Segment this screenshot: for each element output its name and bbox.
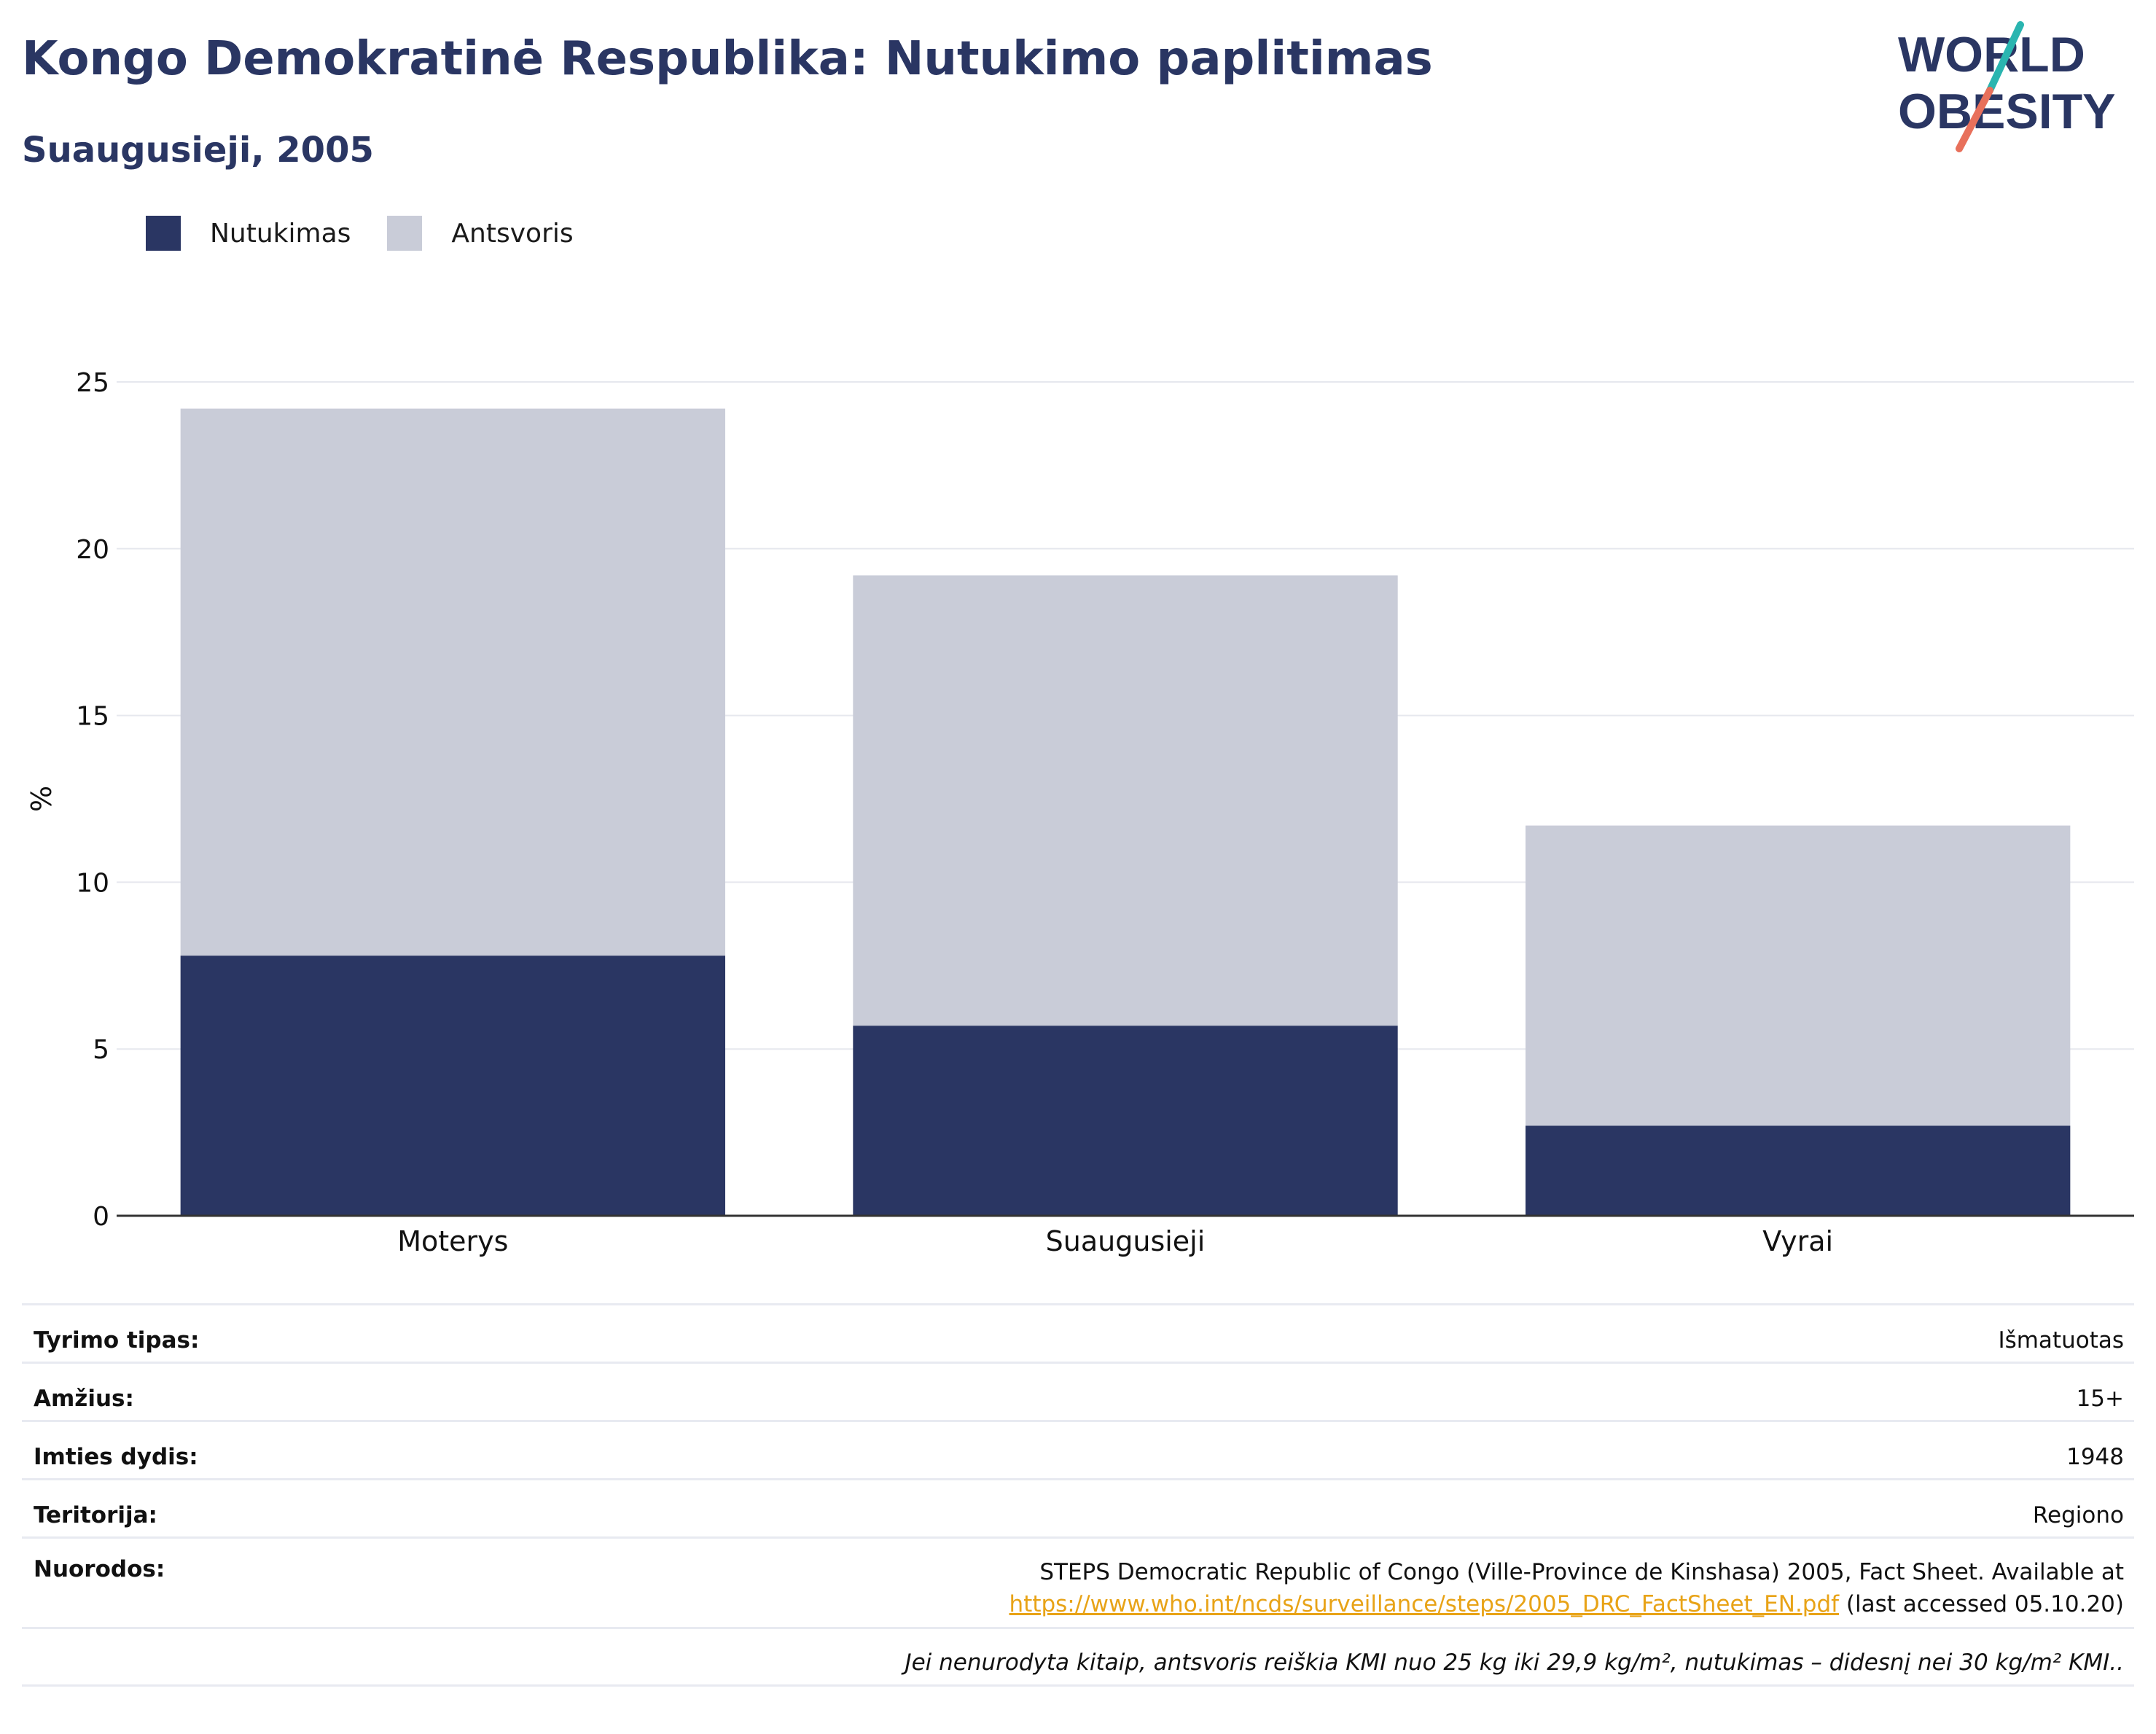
logo-word-1: WORLD xyxy=(1898,27,2085,82)
x-tick-label: Moterys xyxy=(397,1225,508,1257)
x-tick-label: Vyrai xyxy=(1762,1225,1833,1257)
info-row-references: Nuorodos: STEPS Democratic Republic of C… xyxy=(22,1536,2134,1627)
info-row-sample-size: Imties dydis: 1948 xyxy=(22,1420,2134,1478)
legend-swatch-overweight xyxy=(387,216,423,251)
legend-swatch-obesity xyxy=(146,216,181,251)
info-row-age: Amžius: 15+ xyxy=(22,1362,2134,1420)
y-axis-title: % xyxy=(26,786,58,812)
y-tick-label: 25 xyxy=(76,368,109,398)
bar-overweight xyxy=(853,575,1398,1026)
bar-obesity xyxy=(180,956,726,1216)
world-obesity-logo: WORLD OBESITY xyxy=(1898,21,2116,152)
legend-item-overweight: Antsvoris xyxy=(387,216,574,251)
logo-word-2: OBESITY xyxy=(1898,84,2116,139)
bar-obesity xyxy=(1525,1125,2071,1216)
y-tick-label: 15 xyxy=(76,702,109,732)
chart-legend: Nutukimas Antsvoris xyxy=(146,216,610,251)
info-value: 1948 xyxy=(2066,1444,2124,1470)
bar-obesity xyxy=(853,1026,1398,1216)
info-row-footnote: Jei nenurodyta kitaip, antsvoris reiškia… xyxy=(22,1627,2134,1687)
y-tick-label: 5 xyxy=(93,1035,109,1065)
info-label: Amžius: xyxy=(34,1386,134,1412)
bar-overweight xyxy=(180,408,726,956)
y-tick-label: 20 xyxy=(76,535,109,565)
info-label: Tyrimo tipas: xyxy=(34,1327,200,1354)
reference-suffix: (last accessed 05.10.20) xyxy=(1839,1591,2124,1617)
page-subtitle: Suaugusieji, 2005 xyxy=(22,130,374,171)
info-row-survey-type: Tyrimo tipas: Išmatuotas xyxy=(22,1303,2134,1362)
info-row-territory: Teritorija: Regiono xyxy=(22,1478,2134,1536)
info-value: STEPS Democratic Republic of Congo (Vill… xyxy=(1009,1556,2134,1620)
info-value: Išmatuotas xyxy=(1998,1327,2124,1354)
info-label: Imties dydis: xyxy=(34,1444,198,1470)
page-title: Kongo Demokratinė Respublika: Nutukimo p… xyxy=(22,32,1433,86)
reference-link[interactable]: https://www.who.int/ncds/surveillance/st… xyxy=(1009,1591,1840,1617)
legend-label-obesity: Nutukimas xyxy=(210,218,351,249)
info-table: Tyrimo tipas: Išmatuotas Amžius: 15+ Imt… xyxy=(22,1303,2134,1687)
legend-item-obesity: Nutukimas xyxy=(146,216,351,251)
y-tick-label: 10 xyxy=(76,868,109,898)
info-value: Regiono xyxy=(2032,1502,2124,1528)
reference-text: STEPS Democratic Republic of Congo (Vill… xyxy=(1039,1559,2124,1585)
info-value: 15+ xyxy=(2076,1386,2124,1412)
bar-overweight xyxy=(1525,825,2071,1126)
legend-label-overweight: Antsvoris xyxy=(451,218,574,249)
info-label: Nuorodos: xyxy=(34,1556,165,1582)
stacked-bar-chart: 0 5 10 15 20 25% Moterys Suaugusieji Vyrai xyxy=(26,368,2134,1257)
y-tick-label: 0 xyxy=(93,1202,109,1232)
logo-slash-teal xyxy=(1986,21,2024,94)
footnote-text: Jei nenurodyta kitaip, antsvoris reiškia… xyxy=(905,1649,2124,1676)
logo-slash-coral xyxy=(1956,87,1993,152)
info-label: Teritorija: xyxy=(34,1502,157,1528)
x-tick-label: Suaugusieji xyxy=(1046,1225,1206,1257)
